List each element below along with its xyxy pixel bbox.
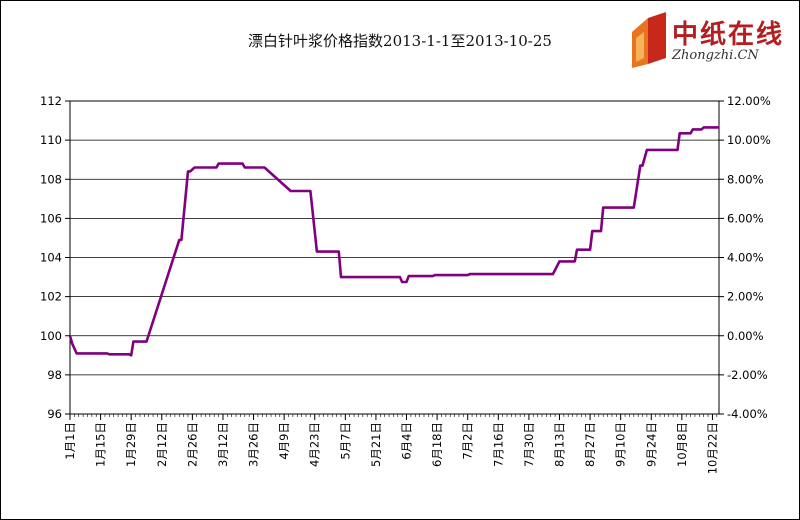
y-tick-label: 100 <box>40 329 62 343</box>
y-axis-right: -4.00% -2.00% 0.00% 2.00% 4.00% 6.00% 8.00% 10.… <box>719 94 771 421</box>
x-tick-label: 7月16日 <box>491 422 505 467</box>
y2-tick-label: 12.00% <box>727 94 771 108</box>
y2-tick-label: -4.00% <box>727 407 768 421</box>
y2-tick-label: 4.00% <box>727 251 764 265</box>
y2-tick-label: 10.00% <box>727 133 771 147</box>
x-tick-label: 7月2日 <box>461 422 475 460</box>
x-tick-label: 9月24日 <box>644 422 658 467</box>
y-tick-label: 106 <box>40 211 62 225</box>
x-tick-label: 5月7日 <box>338 422 352 460</box>
x-tick-label: 6月18日 <box>430 422 444 467</box>
x-tick-label: 4月9日 <box>277 422 291 460</box>
series-line <box>68 126 719 357</box>
x-tick-label: 2月26日 <box>185 422 199 467</box>
y-tick-label: 102 <box>40 290 62 304</box>
y2-tick-label: 2.00% <box>727 290 764 304</box>
x-tick-label: 8月27日 <box>583 422 597 467</box>
x-tick-label: 3月26日 <box>247 422 261 467</box>
logo-text-cn: 中纸在线 <box>672 20 785 50</box>
y-tick-label: 112 <box>40 94 62 108</box>
y2-tick-label: 8.00% <box>727 172 764 186</box>
y-tick-label: 98 <box>47 368 62 382</box>
y2-tick-label: 0.00% <box>727 329 764 343</box>
logo-mark-icon <box>632 12 666 68</box>
y-tick-label: 108 <box>40 172 62 186</box>
logo-text-en: Zhongzhi.CN <box>672 48 759 63</box>
x-tick-label: 1月1日 <box>63 422 77 460</box>
x-tick-label: 9月10日 <box>614 422 628 467</box>
x-tick-label: 7月30日 <box>522 422 536 467</box>
x-tick-label: 1月15日 <box>94 422 108 467</box>
logo: 中纸在线 Zhongzhi.CN <box>628 12 788 72</box>
x-tick-label: 8月13日 <box>552 422 566 467</box>
grid-layer <box>70 139 719 376</box>
x-axis: 1月1日 1月15日 1月29日 2月12日 2月26日 3月12日 3月26日 4月9日 4月… <box>63 414 719 474</box>
y-tick-label: 96 <box>47 407 62 421</box>
series-layer <box>68 126 719 357</box>
x-tick-label: 1月29日 <box>124 422 138 467</box>
x-tick-label: 6月4日 <box>400 422 414 460</box>
x-tick-label: 10月22日 <box>705 422 719 474</box>
y2-tick-label: 6.00% <box>727 211 764 225</box>
x-tick-label: 10月8日 <box>675 422 689 467</box>
y2-tick-label: -2.00% <box>727 368 768 382</box>
x-tick-label: 5月21日 <box>369 422 383 467</box>
y-tick-label: 104 <box>40 251 62 265</box>
x-tick-label: 4月23日 <box>308 422 322 467</box>
x-tick-label: 3月12日 <box>216 422 230 467</box>
y-tick-label: 110 <box>40 133 62 147</box>
y-axis-left: 96 98 100 102 104 106 108 110 112 <box>40 94 70 421</box>
x-tick-label: 2月12日 <box>155 422 169 467</box>
chart-title: 漂白针叶浆价格指数2013-1-1至2013-10-25 <box>248 32 552 50</box>
